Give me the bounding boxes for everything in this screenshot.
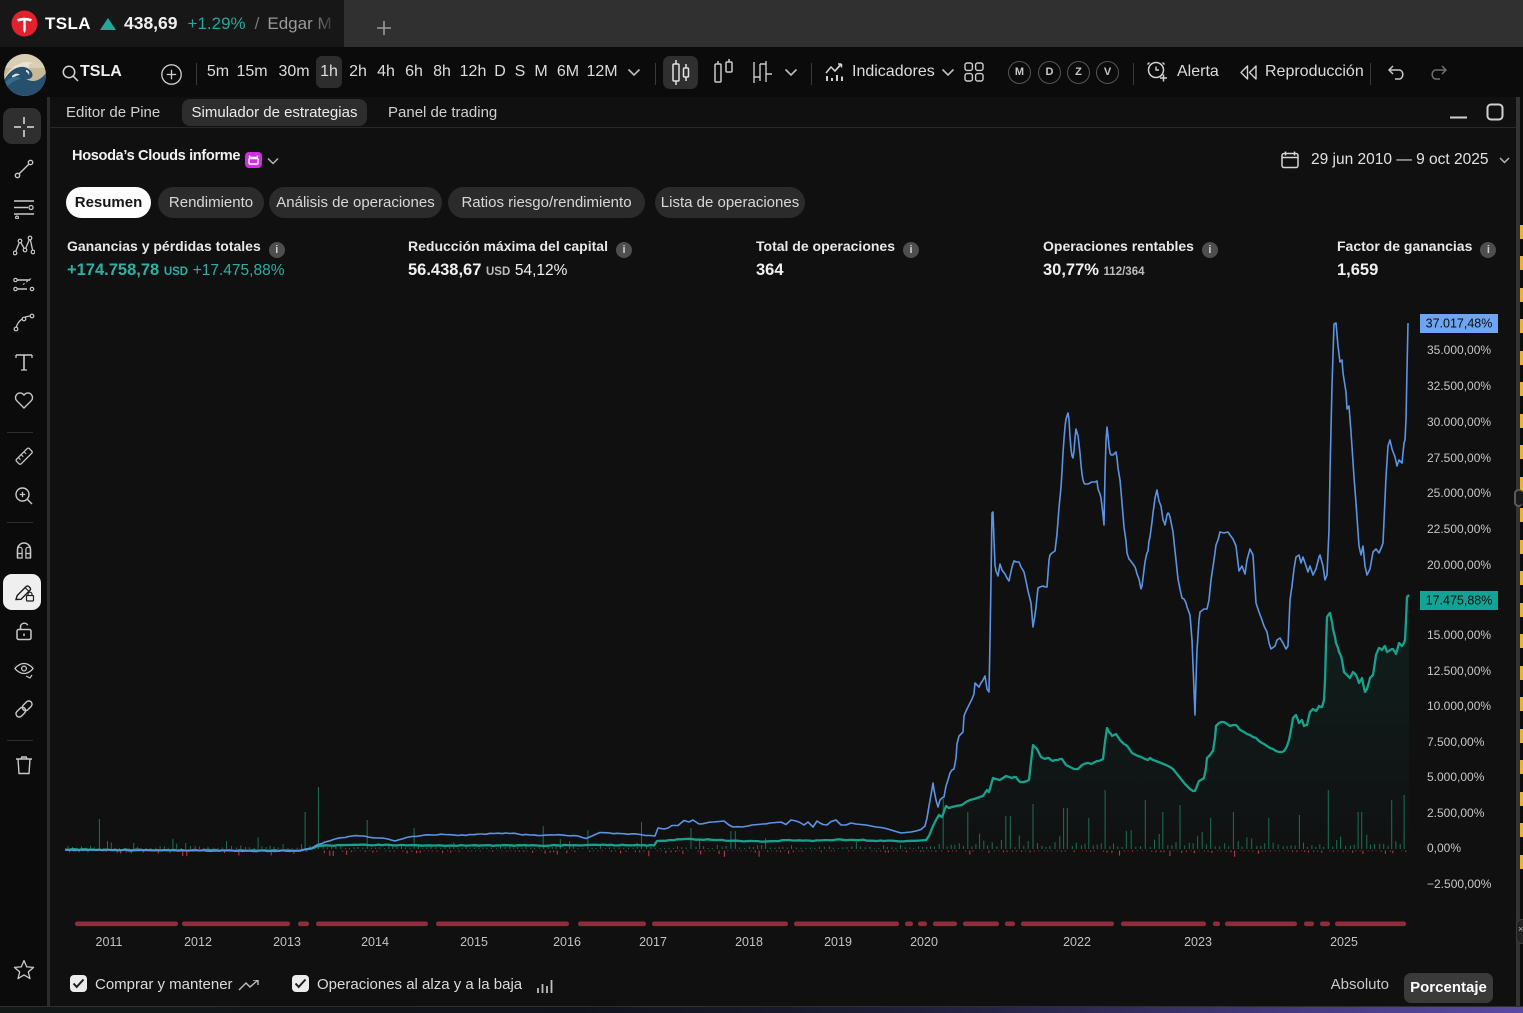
svg-text:2013: 2013	[273, 935, 301, 949]
svg-text:2017: 2017	[639, 935, 667, 949]
svg-text:20.000,00%: 20.000,00%	[1427, 558, 1491, 572]
svg-text:2015: 2015	[460, 935, 488, 949]
svg-text:27.500,00%: 27.500,00%	[1427, 451, 1491, 465]
svg-text:2.500,00%: 2.500,00%	[1427, 806, 1485, 820]
svg-text:2016: 2016	[553, 935, 581, 949]
svg-text:2025: 2025	[1330, 935, 1358, 949]
svg-text:22.500,00%: 22.500,00%	[1427, 522, 1491, 536]
svg-text:−2.500,00%: −2.500,00%	[1427, 877, 1492, 891]
svg-text:2018: 2018	[735, 935, 763, 949]
svg-text:12.500,00%: 12.500,00%	[1427, 664, 1491, 678]
svg-text:2020: 2020	[910, 935, 938, 949]
svg-text:2019: 2019	[824, 935, 852, 949]
svg-text:30.000,00%: 30.000,00%	[1427, 415, 1491, 429]
svg-text:15.000,00%: 15.000,00%	[1427, 628, 1491, 642]
svg-text:32.500,00%: 32.500,00%	[1427, 379, 1491, 393]
svg-text:5.000,00%: 5.000,00%	[1427, 770, 1485, 784]
svg-text:17.475,88%: 17.475,88%	[1426, 594, 1493, 608]
svg-text:2011: 2011	[96, 935, 123, 949]
svg-text:2022: 2022	[1063, 935, 1091, 949]
svg-text:2023: 2023	[1184, 935, 1212, 949]
svg-text:37.017,48%: 37.017,48%	[1426, 317, 1493, 331]
svg-text:0,00%: 0,00%	[1427, 841, 1461, 855]
svg-text:10.000,00%: 10.000,00%	[1427, 699, 1491, 713]
svg-text:2014: 2014	[361, 935, 389, 949]
svg-text:7.500,00%: 7.500,00%	[1427, 735, 1485, 749]
svg-text:2012: 2012	[184, 935, 212, 949]
svg-text:25.000,00%: 25.000,00%	[1427, 486, 1491, 500]
svg-text:35.000,00%: 35.000,00%	[1427, 343, 1491, 357]
